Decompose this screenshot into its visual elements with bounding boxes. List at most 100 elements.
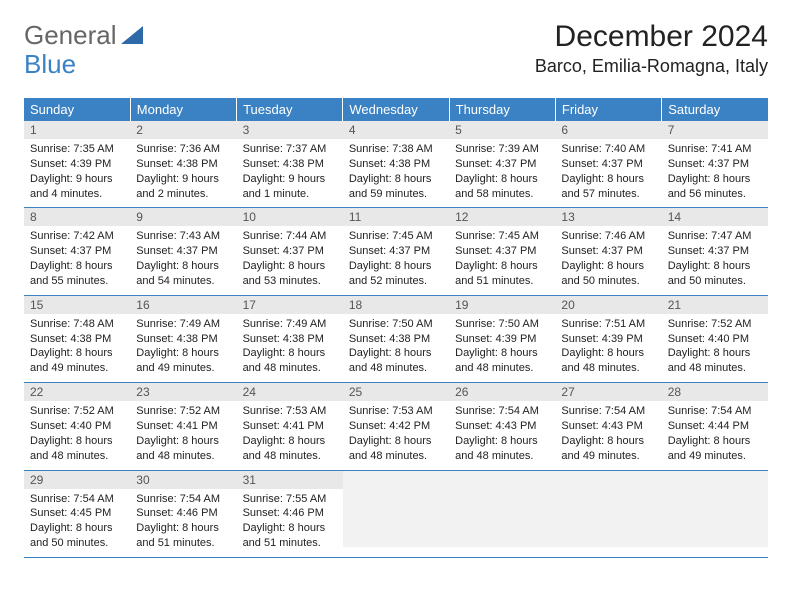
day-body: Sunrise: 7:40 AMSunset: 4:37 PMDaylight:…: [555, 139, 661, 207]
sunrise-line: Sunrise: 7:52 AM: [30, 405, 114, 417]
daylight-line: Daylight: 8 hours and 48 minutes.: [243, 347, 326, 374]
weekday-header-row: Sunday Monday Tuesday Wednesday Thursday…: [24, 98, 768, 121]
day-body: Sunrise: 7:51 AMSunset: 4:39 PMDaylight:…: [555, 314, 661, 382]
day-body: Sunrise: 7:44 AMSunset: 4:37 PMDaylight:…: [237, 226, 343, 294]
day-number: 19: [449, 296, 555, 314]
calendar-day-cell: 22Sunrise: 7:52 AMSunset: 4:40 PMDayligh…: [24, 383, 130, 470]
weekday-header: Tuesday: [237, 98, 343, 121]
day-body: Sunrise: 7:46 AM Sunset: 4:37 PM Daylight:…: [555, 226, 661, 294]
daylight-line: Daylight: 8 hours and 48 minutes.: [136, 435, 219, 462]
sunrise-line: Sunrise: 7:41 AM: [668, 143, 752, 155]
daylight-line: Daylight: 9 hours and 2 minutes.: [136, 173, 219, 200]
sunset-line: Sunset: 4:39 PM: [561, 333, 642, 345]
day-number: 6: [555, 121, 661, 139]
calendar-day-cell: 18Sunrise: 7:50 AMSunset: 4:38 PMDayligh…: [343, 295, 449, 382]
day-body: Sunrise: 7:38 AMSunset: 4:38 PMDaylight:…: [343, 139, 449, 207]
calendar-day-cell: 7Sunrise: 7:41 AMSunset: 4:37 PMDaylight…: [662, 121, 768, 208]
day-body: Sunrise: 7:50 AMSunset: 4:39 PMDaylight:…: [449, 314, 555, 382]
calendar-day-cell: 1Sunrise: 7:35 AMSunset: 4:39 PMDaylight…: [24, 121, 130, 208]
sunset-line: Sunset: 4:37 PM: [561, 245, 642, 257]
day-body: Sunrise: 7:43 AM Sunset: 4:37 PM Daylight:…: [130, 226, 236, 294]
calendar-day-cell: 28Sunrise: 7:54 AMSunset: 4:44 PMDayligh…: [662, 383, 768, 470]
sunset-line: Sunset: 4:37 PM: [243, 245, 324, 257]
sunset-line: Sunset: 4:42 PM: [349, 420, 430, 432]
calendar-week-row: 15Sunrise: 7:48 AMSunset: 4:38 PMDayligh…: [24, 295, 768, 382]
sunrise-line: Sunrise: 7:46 AM: [561, 230, 645, 242]
day-body: Sunrise: 7:55 AMSunset: 4:46 PMDaylight:…: [237, 489, 343, 557]
day-number: 31: [237, 471, 343, 489]
day-number: 4: [343, 121, 449, 139]
sunrise-line: Sunrise: 7:45 AM: [349, 230, 433, 242]
day-body: Sunrise: 7:53 AMSunset: 4:42 PMDaylight:…: [343, 401, 449, 469]
sunrise-line: Sunrise: 7:44 AM: [243, 230, 327, 242]
calendar-day-cell: 12Sunrise: 7:45 AMSunset: 4:37 PMDayligh…: [449, 208, 555, 295]
sunset-line: Sunset: 4:43 PM: [455, 420, 536, 432]
sunset-line: Sunset: 4:40 PM: [668, 333, 749, 345]
daylight-line: Daylight: 8 hours and 58 minutes.: [455, 173, 538, 200]
sunset-line: Sunset: 4:41 PM: [136, 420, 217, 432]
day-number: 29: [24, 471, 130, 489]
calendar-day-cell: 21Sunrise: 7:52 AMSunset: 4:40 PMDayligh…: [662, 295, 768, 382]
day-number: 5: [449, 121, 555, 139]
day-body: Sunrise: 7:42 AMSunset: 4:37 PMDaylight:…: [24, 226, 130, 294]
sunrise-line: Sunrise: 7:48 AM: [30, 318, 114, 330]
sunset-line: Sunset: 4:38 PM: [136, 333, 217, 345]
sunset-line: Sunset: 4:44 PM: [668, 420, 749, 432]
daylight-line: Daylight: 8 hours and 50 minutes.: [668, 260, 751, 287]
sunset-line: Sunset: 4:39 PM: [455, 333, 536, 345]
calendar-day-cell: 15Sunrise: 7:48 AMSunset: 4:38 PMDayligh…: [24, 295, 130, 382]
day-number: 22: [24, 383, 130, 401]
sunset-line: Sunset: 4:41 PM: [243, 420, 324, 432]
sunset-line: Sunset: 4:39 PM: [30, 158, 111, 170]
sunset-line: Sunset: 4:43 PM: [561, 420, 642, 432]
daylight-line: Daylight: 8 hours and 57 minutes.: [561, 173, 644, 200]
daylight-line: Daylight: 8 hours and 48 minutes.: [243, 435, 326, 462]
day-body: Sunrise: 7:54 AMSunset: 4:43 PMDaylight:…: [449, 401, 555, 469]
daylight-line: Daylight: 8 hours and 51 minutes.: [136, 522, 219, 549]
sunrise-line: Sunrise: 7:53 AM: [349, 405, 433, 417]
calendar-day-cell: 4Sunrise: 7:38 AMSunset: 4:38 PMDaylight…: [343, 121, 449, 208]
day-number: 3: [237, 121, 343, 139]
calendar-day-cell: 6Sunrise: 7:40 AMSunset: 4:37 PMDaylight…: [555, 121, 661, 208]
sunset-line: Sunset: 4:46 PM: [243, 507, 324, 519]
calendar-day-cell: 24Sunrise: 7:53 AMSunset: 4:41 PMDayligh…: [237, 383, 343, 470]
daylight-line: Daylight: 8 hours and 50 minutes.: [561, 260, 644, 287]
day-number: 24: [237, 383, 343, 401]
day-number: 17: [237, 296, 343, 314]
calendar-week-row: 22Sunrise: 7:52 AMSunset: 4:40 PMDayligh…: [24, 383, 768, 470]
day-body: Sunrise: 7:54 AMSunset: 4:46 PMDaylight:…: [130, 489, 236, 557]
calendar-day-cell: 23Sunrise: 7:52 AMSunset: 4:41 PMDayligh…: [130, 383, 236, 470]
day-number: 2: [130, 121, 236, 139]
sunset-line: Sunset: 4:37 PM: [349, 245, 430, 257]
daylight-line: Daylight: 8 hours and 48 minutes.: [30, 435, 113, 462]
day-number: 9: [130, 208, 236, 226]
daylight-line: Daylight: 8 hours and 48 minutes.: [455, 347, 538, 374]
sunrise-line: Sunrise: 7:43 AM: [136, 230, 220, 242]
month-title: December 2024: [535, 20, 768, 54]
weekday-header: Sunday: [24, 98, 130, 121]
sunset-line: Sunset: 4:38 PM: [349, 333, 430, 345]
day-body: Sunrise: 7:48 AMSunset: 4:38 PMDaylight:…: [24, 314, 130, 382]
day-number: 21: [662, 296, 768, 314]
logo: General: [24, 20, 143, 51]
calendar-day-cell: [662, 470, 768, 557]
calendar-day-cell: 27Sunrise: 7:54 AMSunset: 4:43 PMDayligh…: [555, 383, 661, 470]
daylight-line: Daylight: 8 hours and 54 minutes.: [136, 260, 219, 287]
sunset-line: Sunset: 4:37 PM: [136, 245, 217, 257]
sunrise-line: Sunrise: 7:37 AM: [243, 143, 327, 155]
calendar-day-cell: 10Sunrise: 7:44 AMSunset: 4:37 PMDayligh…: [237, 208, 343, 295]
day-number: 12: [449, 208, 555, 226]
daylight-line: Daylight: 8 hours and 55 minutes.: [30, 260, 113, 287]
calendar-day-cell: 13Sunrise: 7:46 AMSunset: 4:37 PMDayligh…: [555, 208, 661, 295]
sunset-line: Sunset: 4:37 PM: [668, 158, 749, 170]
calendar-day-cell: 20Sunrise: 7:51 AMSunset: 4:39 PMDayligh…: [555, 295, 661, 382]
daylight-line: Daylight: 8 hours and 48 minutes.: [455, 435, 538, 462]
day-body: Sunrise: 7:41 AMSunset: 4:37 PMDaylight:…: [662, 139, 768, 207]
sunrise-line: Sunrise: 7:38 AM: [349, 143, 433, 155]
day-number: 30: [130, 471, 236, 489]
sunrise-line: Sunrise: 7:52 AM: [668, 318, 752, 330]
day-number: 23: [130, 383, 236, 401]
sunrise-line: Sunrise: 7:45 AM: [455, 230, 539, 242]
day-body: Sunrise: 7:49 AMSunset: 4:38 PMDaylight:…: [130, 314, 236, 382]
day-number: 25: [343, 383, 449, 401]
